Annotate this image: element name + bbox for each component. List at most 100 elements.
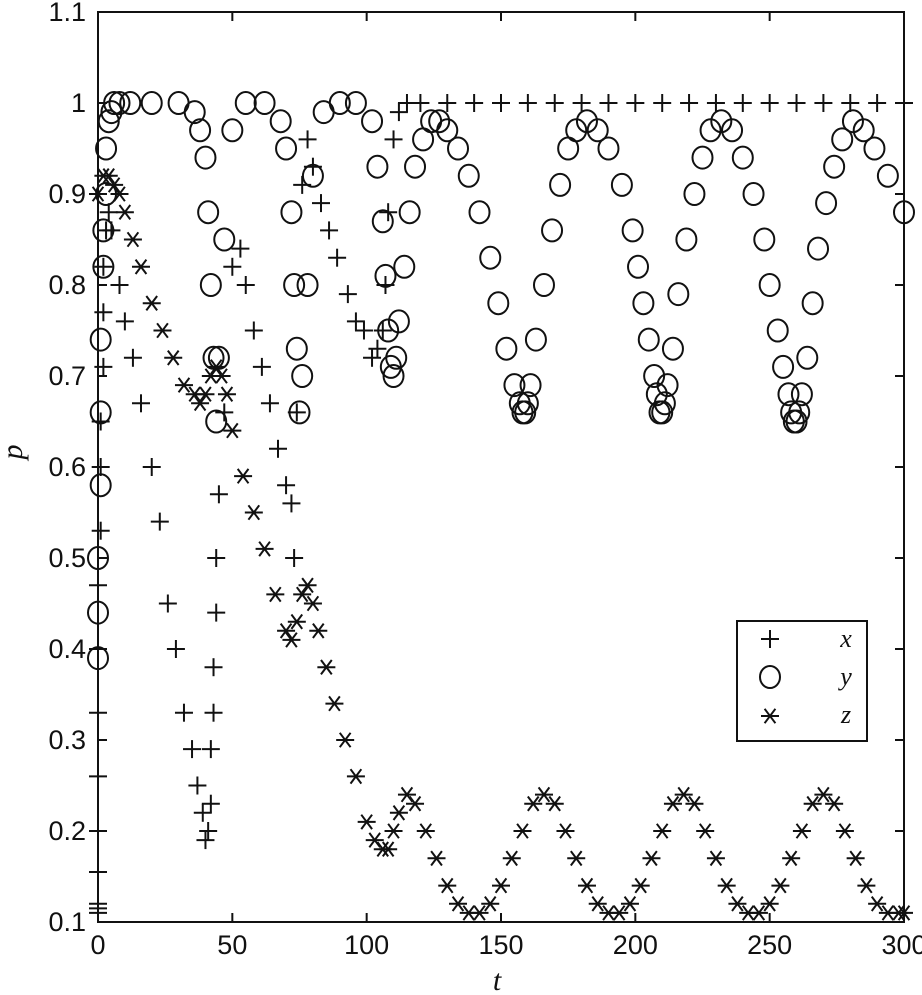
data-point-y — [758, 273, 781, 297]
data-point-z — [303, 595, 322, 612]
data-point-x — [841, 94, 860, 112]
data-point-y — [541, 218, 564, 243]
data-point-z — [438, 877, 457, 894]
data-point-x — [285, 549, 304, 567]
data-point-z — [384, 823, 403, 839]
legend-marker-y — [759, 665, 781, 689]
data-point-x — [298, 130, 317, 149]
data-point-z — [406, 795, 425, 812]
data-point-x — [680, 94, 699, 112]
data-point-x — [204, 703, 223, 722]
data-point-z — [110, 186, 129, 202]
data-point-z — [416, 823, 435, 839]
data-point-x — [201, 794, 220, 813]
data-point-y — [643, 364, 666, 388]
data-point-x — [384, 130, 403, 149]
data-point-z — [325, 695, 344, 712]
data-point-y — [89, 473, 112, 498]
data-point-y — [398, 200, 421, 225]
data-point-x — [231, 239, 250, 258]
data-point-x — [269, 439, 288, 458]
legend-symbol-x — [761, 630, 779, 648]
data-point-x — [311, 194, 330, 213]
data-point-z — [105, 177, 124, 193]
y-tick-label: 0.7 — [48, 361, 86, 391]
data-point-x — [389, 103, 408, 122]
data-point-x — [814, 94, 833, 112]
data-point-y — [328, 91, 351, 115]
data-point-y — [549, 172, 572, 197]
y-tick-label: 0.9 — [48, 179, 86, 209]
data-point-y — [807, 236, 830, 261]
data-point-z — [207, 359, 226, 375]
data-point-x — [204, 658, 223, 677]
legend-marker-z — [761, 708, 779, 724]
data-point-x — [115, 312, 134, 331]
data-point-y — [753, 227, 776, 252]
data-point-y — [637, 327, 660, 352]
data-point-y — [234, 91, 257, 115]
data-point-z — [534, 786, 553, 803]
data-point-y — [597, 136, 620, 161]
data-point-z — [556, 823, 575, 839]
data-point-z — [212, 368, 231, 384]
y-tick-label: 0.8 — [48, 270, 86, 300]
series-z — [89, 168, 913, 921]
data-point-z — [277, 622, 296, 639]
data-point-y — [194, 145, 217, 170]
data-point-y — [207, 345, 230, 370]
data-point-z — [287, 613, 306, 630]
data-point-x — [320, 221, 339, 240]
data-point-x — [91, 521, 110, 540]
data-point-x — [142, 458, 161, 476]
data-point-z — [346, 768, 365, 785]
data-point-z — [674, 786, 693, 803]
data-point-x — [209, 485, 228, 504]
data-point-y — [361, 109, 384, 134]
data-point-y — [586, 118, 609, 143]
data-point-y — [731, 145, 754, 170]
data-point-z — [389, 804, 408, 821]
data-point-y — [197, 200, 220, 225]
data-point-y — [863, 136, 886, 161]
y-tick-label: 0.4 — [48, 634, 86, 664]
data-point-z — [470, 905, 489, 921]
data-point-z — [123, 231, 142, 248]
data-point-y — [790, 382, 813, 407]
data-point-x — [123, 348, 142, 367]
data-point-y — [280, 200, 303, 225]
data-point-x — [465, 94, 484, 112]
data-point-z — [577, 877, 596, 894]
data-point-x — [706, 94, 725, 112]
data-point-y — [393, 254, 416, 279]
legend: x y z — [736, 620, 868, 742]
data-point-x — [277, 476, 296, 495]
data-point-x — [150, 512, 169, 531]
data-point-z — [545, 795, 564, 812]
data-point-z — [846, 850, 865, 867]
data-point-y — [436, 118, 459, 143]
x-axis-label: t — [493, 964, 502, 995]
data-point-z — [610, 905, 629, 921]
data-point-z — [567, 850, 586, 867]
data-point-y — [772, 354, 795, 379]
data-point-y — [514, 400, 537, 425]
data-point-z — [835, 823, 854, 839]
data-point-y — [199, 273, 222, 297]
data-point-y — [288, 400, 311, 425]
data-point-y — [92, 218, 115, 243]
data-point-y — [627, 254, 650, 279]
data-point-z — [427, 850, 446, 867]
data-point-z — [142, 295, 161, 311]
data-point-y — [621, 218, 644, 243]
data-point-z — [642, 850, 661, 867]
data-point-x — [363, 348, 382, 367]
x-tick-label: 200 — [613, 930, 658, 960]
data-point-z — [814, 786, 833, 803]
data-point-x — [787, 94, 806, 112]
data-point-x — [626, 94, 645, 112]
data-point-y — [610, 172, 633, 197]
data-point-x — [188, 776, 207, 795]
data-point-y — [95, 136, 118, 161]
